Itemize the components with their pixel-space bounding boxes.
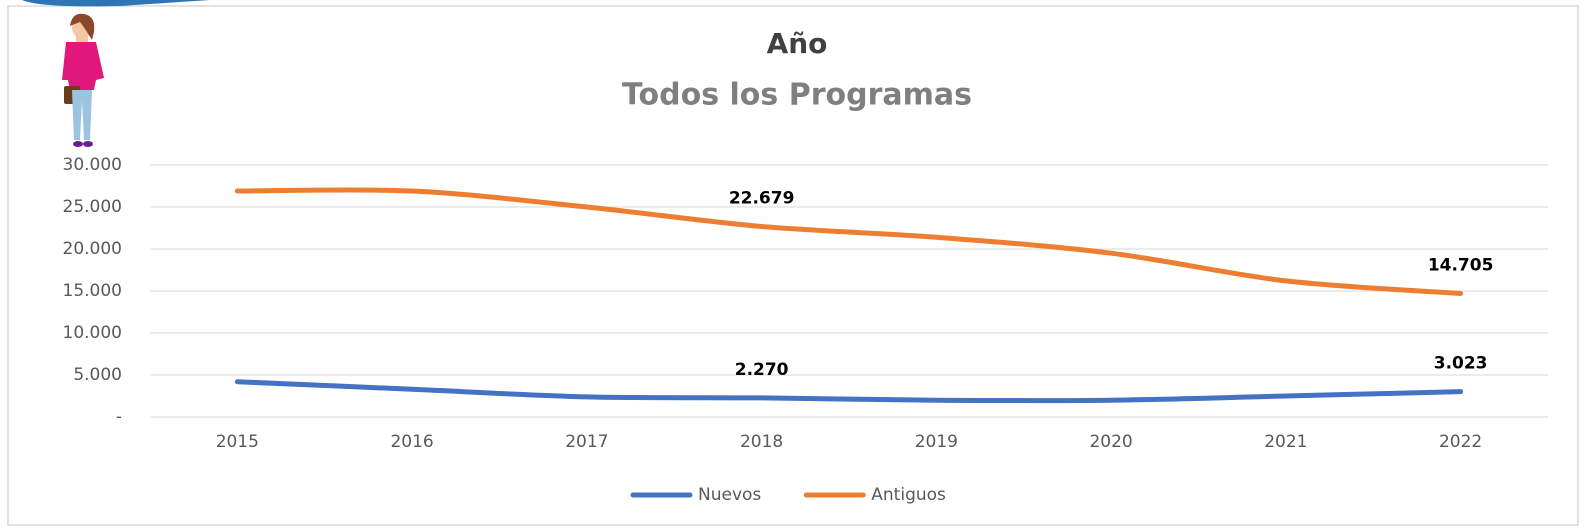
y-tick-label: 15.000 [63,281,122,301]
series-line [234,379,1464,404]
x-tick-label: 2020 [1089,432,1132,452]
x-tick-label: 2015 [216,432,259,452]
chart-title: Año [767,27,828,60]
x-tick-label: 2017 [565,432,608,452]
x-tick-label: 2019 [915,432,958,452]
x-tick-label: 2021 [1264,432,1307,452]
person-icon [62,13,104,147]
y-tick-label: 30.000 [63,155,122,175]
legend-label: Nuevos [698,485,761,505]
x-tick-label: 2022 [1439,432,1482,452]
data-label: 14.705 [1428,255,1494,275]
data-label: 2.270 [735,360,789,380]
y-tick-label: 10.000 [63,323,122,343]
series-line [234,187,1464,296]
chart-subtitle: Todos los Programas [622,78,972,113]
chart-frame [7,5,1579,526]
data-label: 3.023 [1434,354,1488,374]
data-label: 22.679 [729,188,795,208]
y-tick-label: 5.000 [73,365,122,385]
x-tick-label: 2016 [390,432,433,452]
legend-label: Antiguos [871,485,946,505]
y-tick-label: - [116,407,122,427]
corner-decoration [22,0,210,7]
x-tick-label: 2018 [740,432,783,452]
y-tick-label: 20.000 [63,239,122,259]
y-tick-label: 25.000 [63,197,122,217]
